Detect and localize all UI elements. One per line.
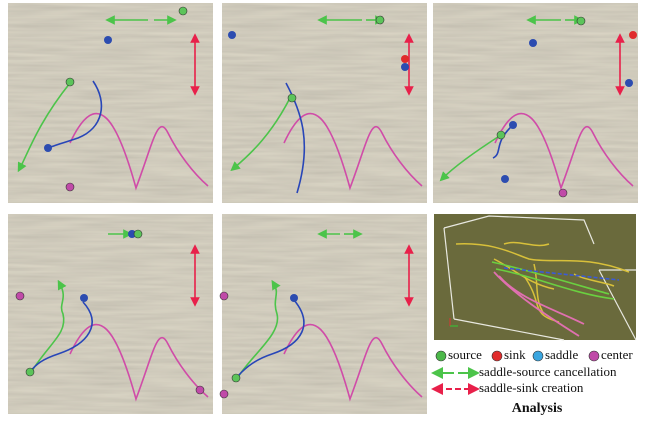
analysis-3d: [434, 214, 636, 340]
figure: source sink saddle center saddle-source …: [0, 0, 652, 424]
legend-label: sink: [504, 347, 526, 362]
panel: [8, 3, 213, 203]
legend-label: center: [601, 347, 633, 362]
panel: [222, 3, 427, 203]
caption: Analysis: [512, 401, 563, 416]
legend: source sink saddle center saddle-source …: [436, 347, 633, 416]
page: {"legend": {"source": "source", "sink": …: [0, 0, 652, 424]
legend-label: saddle-source cancellation: [479, 364, 617, 379]
panel: [433, 3, 638, 203]
legend-label: saddle: [545, 347, 578, 362]
legend-label: source: [448, 347, 482, 362]
panel: [8, 214, 213, 414]
legend-label: saddle-sink creation: [479, 380, 584, 395]
panel: [220, 214, 427, 414]
